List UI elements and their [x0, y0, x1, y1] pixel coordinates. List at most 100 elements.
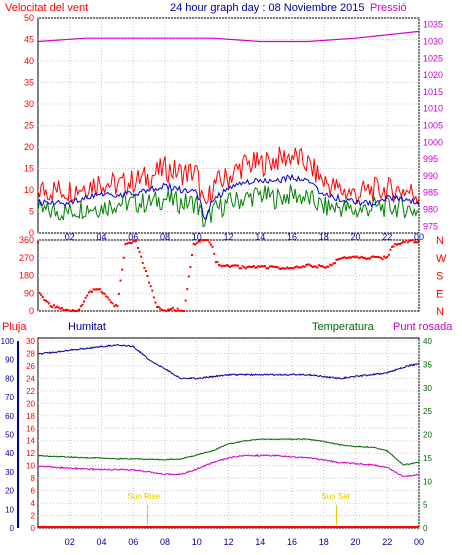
- x-tick-label: 18: [319, 232, 329, 242]
- humidity-y-tick-label: 100: [1, 337, 15, 346]
- direction-point: [262, 265, 265, 268]
- direction-point: [405, 239, 408, 242]
- direction-point: [170, 308, 173, 311]
- pressure-y-tick-label: 995: [423, 154, 438, 164]
- direction-point: [384, 256, 387, 259]
- x-tick-label: 02: [65, 232, 75, 242]
- direction-point: [146, 274, 149, 277]
- direction-point: [381, 258, 384, 261]
- direction-point: [316, 266, 319, 269]
- direction-point: [297, 266, 300, 269]
- direction-panel-ticks: 0 N 90 E 180 S 270 W 360 N: [19, 235, 447, 318]
- direction-point: [52, 304, 55, 307]
- x-tick-label: 08: [160, 537, 170, 547]
- direction-point: [343, 256, 346, 259]
- direction-point: [346, 257, 349, 260]
- direction-point: [214, 261, 217, 264]
- temp-y-tick-label: 25: [423, 407, 432, 416]
- direction-point: [395, 243, 398, 246]
- direction-point: [246, 265, 249, 268]
- direction-point: [89, 290, 92, 293]
- humidity-y-tick-label: 90: [5, 356, 14, 365]
- rain-y-tick-label: 10: [26, 462, 35, 471]
- direction-point: [300, 266, 303, 269]
- direction-point: [373, 255, 376, 258]
- direction-point: [332, 262, 335, 265]
- direction-point: [365, 258, 368, 261]
- direction-point: [49, 305, 52, 308]
- x-tick-label: 00: [414, 232, 424, 242]
- direction-point: [160, 308, 163, 311]
- humidity-y-tick-label: 70: [5, 393, 14, 402]
- humidity-label: Humitat: [68, 321, 106, 333]
- direction-point: [406, 241, 409, 244]
- humidity-y-tick-label: 0: [10, 524, 15, 533]
- direction-point: [46, 300, 49, 303]
- direction-point: [165, 310, 168, 312]
- direction-point: [51, 306, 54, 309]
- direction-point: [233, 264, 236, 267]
- direction-point: [279, 267, 282, 270]
- compass-label: S: [436, 271, 443, 283]
- graph-title: 24 hour graph day : 08 Noviembre 2015: [170, 2, 364, 14]
- direction-point: [368, 257, 371, 260]
- direction-point: [219, 264, 222, 267]
- temperature-series: [37, 438, 420, 466]
- direction-point: [227, 264, 230, 267]
- direction-point: [84, 296, 87, 299]
- direction-point: [413, 241, 416, 244]
- direction-point: [276, 266, 279, 269]
- x-tick-label: 20: [350, 232, 360, 242]
- direction-point: [294, 266, 297, 269]
- direction-point: [338, 257, 341, 260]
- temperature-label: Temperatura: [312, 321, 375, 333]
- direction-point: [329, 263, 332, 266]
- direction-point: [391, 245, 394, 248]
- direction-point: [176, 307, 179, 310]
- direction-point: [184, 299, 187, 302]
- direction-point: [37, 241, 39, 244]
- direction-point: [240, 267, 243, 270]
- pressure-y-tick-label: 1025: [423, 53, 443, 63]
- direction-point: [335, 258, 338, 261]
- direction-point: [110, 301, 113, 304]
- direction-point: [225, 263, 228, 266]
- direction-point: [268, 265, 271, 268]
- wind-y-tick-label: 10: [24, 185, 34, 195]
- direction-point: [378, 256, 381, 259]
- direction-point: [190, 254, 193, 257]
- wind-panel-series: [37, 30, 420, 228]
- direction-point: [259, 266, 262, 269]
- direction-point: [306, 263, 309, 266]
- direction-point: [271, 265, 274, 268]
- direction-point: [210, 243, 213, 246]
- direction-point: [164, 309, 166, 312]
- temp-panel-series: [37, 344, 420, 528]
- direction-point: [200, 239, 203, 241]
- wind-y-tick-label: 15: [24, 164, 34, 174]
- direction-point: [249, 266, 252, 269]
- direction-point: [102, 292, 105, 295]
- direction-point: [48, 302, 51, 305]
- direction-point: [376, 256, 379, 259]
- direction-point: [75, 310, 78, 312]
- direction-point: [113, 305, 116, 308]
- direction-point: [341, 256, 344, 259]
- direction-point: [371, 255, 374, 258]
- direction-panel-grid: [38, 239, 420, 312]
- direction-point: [273, 265, 276, 268]
- x-tick-label: 22: [382, 232, 392, 242]
- direction-point: [206, 239, 209, 241]
- direction-point: [133, 240, 136, 243]
- direction-point: [229, 265, 232, 268]
- direction-point: [79, 305, 82, 308]
- compass-label: N: [436, 235, 444, 247]
- direction-point: [319, 264, 322, 267]
- direction-point: [360, 255, 363, 258]
- direction-point: [71, 309, 74, 312]
- rain-y-tick-label: 22: [26, 387, 35, 396]
- direction-point: [230, 265, 233, 268]
- direction-point: [411, 239, 414, 242]
- x-tick-label: 06: [128, 537, 138, 547]
- direction-point: [137, 246, 140, 249]
